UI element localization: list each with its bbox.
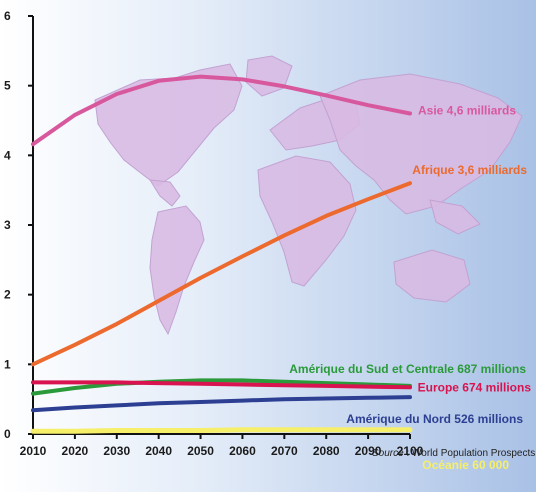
series-line-amsud: [31, 378, 412, 396]
map-africa: [257, 155, 357, 287]
series-label-afrique: Afrique 3,6 milliards: [412, 163, 527, 177]
x-tick-label: 2070: [271, 444, 298, 458]
map-australia: [393, 249, 471, 303]
map-north-america: [94, 63, 243, 187]
y-tick-label: 3: [4, 218, 11, 232]
x-tick-label: 2100: [397, 444, 424, 458]
source-prefix: Source: [372, 448, 404, 459]
x-tick-label: 2090: [355, 444, 382, 458]
series-line-afrique: [31, 181, 412, 367]
series-lines: [30, 74, 413, 434]
map-southeast-asia: [429, 199, 481, 235]
series-line-oceanie: [30, 427, 413, 434]
source-separator: :: [404, 448, 412, 459]
x-tick-label: 2040: [145, 444, 172, 458]
y-tick-label: 0: [4, 427, 11, 441]
x-tick-label: 2050: [187, 444, 214, 458]
world-map-background: [94, 55, 523, 336]
series-line-asie: [31, 74, 412, 147]
x-tick-label: 2010: [20, 444, 47, 458]
series-label-amnord: Amérique du Nord 526 millions: [346, 412, 523, 426]
series-line-amnord: [31, 395, 412, 413]
series-line-europe: [31, 380, 412, 390]
x-tick-label: 2060: [229, 444, 256, 458]
y-tick-label: 1: [4, 357, 11, 371]
y-tick-label: 5: [4, 79, 11, 93]
map-asia: [319, 73, 523, 215]
source-text: World Population Prospects: [412, 448, 535, 459]
x-tick-group: 2010 2020 2030 2040 2050 2060 2070 2080 2090 2100: [20, 434, 424, 458]
map-central-america: [149, 179, 181, 207]
series-label-oceanie: Océanie 60 000: [422, 458, 509, 472]
series-labels: Asie 4,6 milliards Afrique 3,6 milliards A…: [289, 104, 531, 472]
y-tick-label: 2: [4, 288, 11, 302]
y-tick-label: 4: [4, 148, 11, 162]
series-label-europe: Europe 674 millions: [418, 380, 532, 394]
x-tick-label: 2030: [103, 444, 130, 458]
map-south-america: [149, 205, 205, 336]
source-note: Source : World Population Prospects: [372, 448, 535, 459]
series-label-amsud: Amérique du Sud et Centrale 687 millions: [289, 362, 526, 376]
series-label-asie: Asie 4,6 milliards: [418, 104, 516, 118]
x-tick-label: 2080: [313, 444, 340, 458]
x-tick-label: 2020: [62, 444, 89, 458]
y-tick-group: 0 1 2 3 4 5 6: [4, 9, 33, 441]
y-tick-label: 6: [4, 9, 11, 23]
